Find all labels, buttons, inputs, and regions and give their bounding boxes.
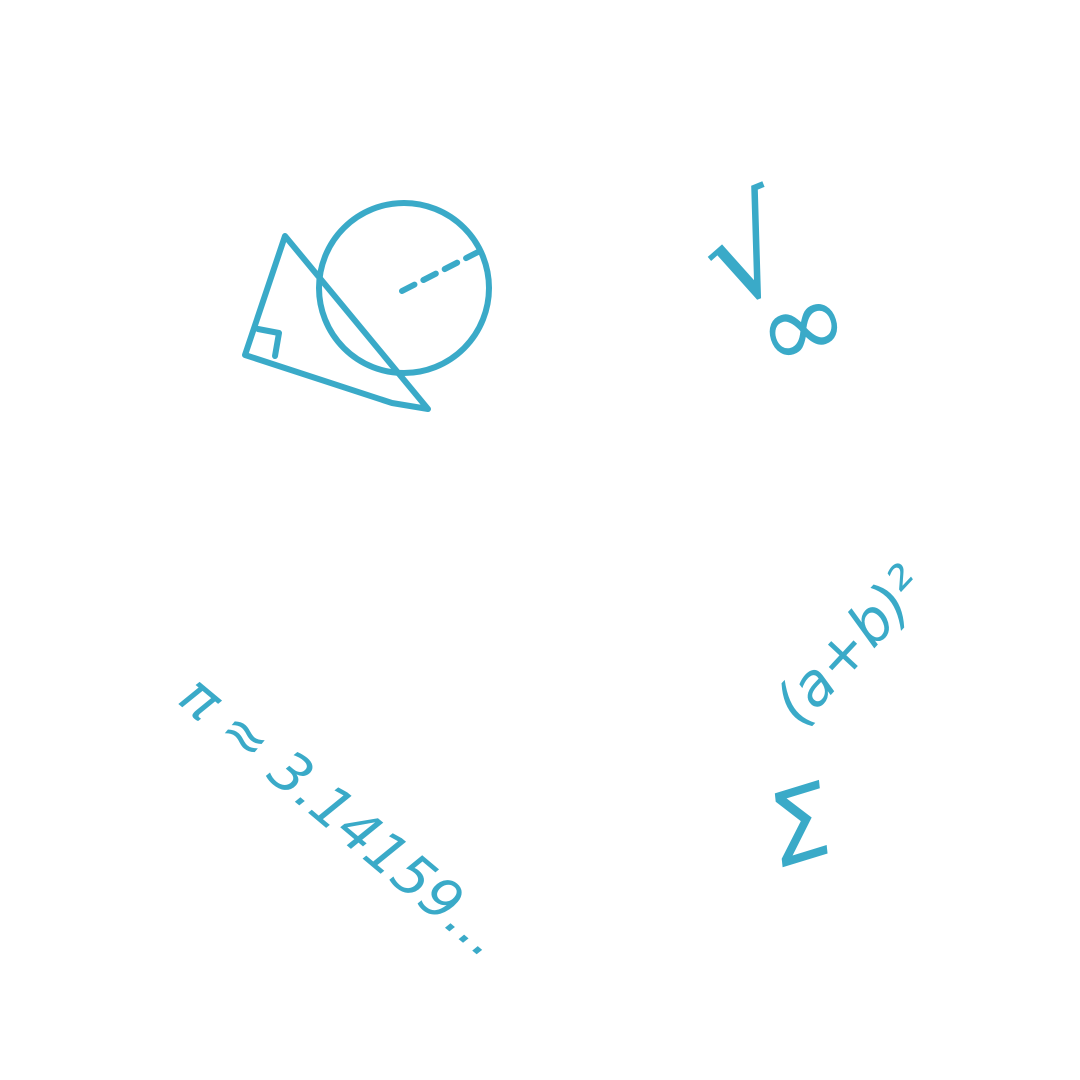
pi-approximation-text: π ≈ 3.14159... (167, 663, 516, 971)
a-plus-b-squared-text: (a+b)² (761, 553, 940, 738)
infinity-symbol: ∞ (738, 250, 865, 400)
triangle-circle-icon (242, 200, 492, 412)
right-angle-marker (255, 326, 282, 359)
radius-dashed-line (399, 249, 481, 294)
sigma-symbol: Σ (753, 761, 848, 891)
triangle-shape (242, 233, 431, 412)
circle-shape (316, 200, 492, 376)
